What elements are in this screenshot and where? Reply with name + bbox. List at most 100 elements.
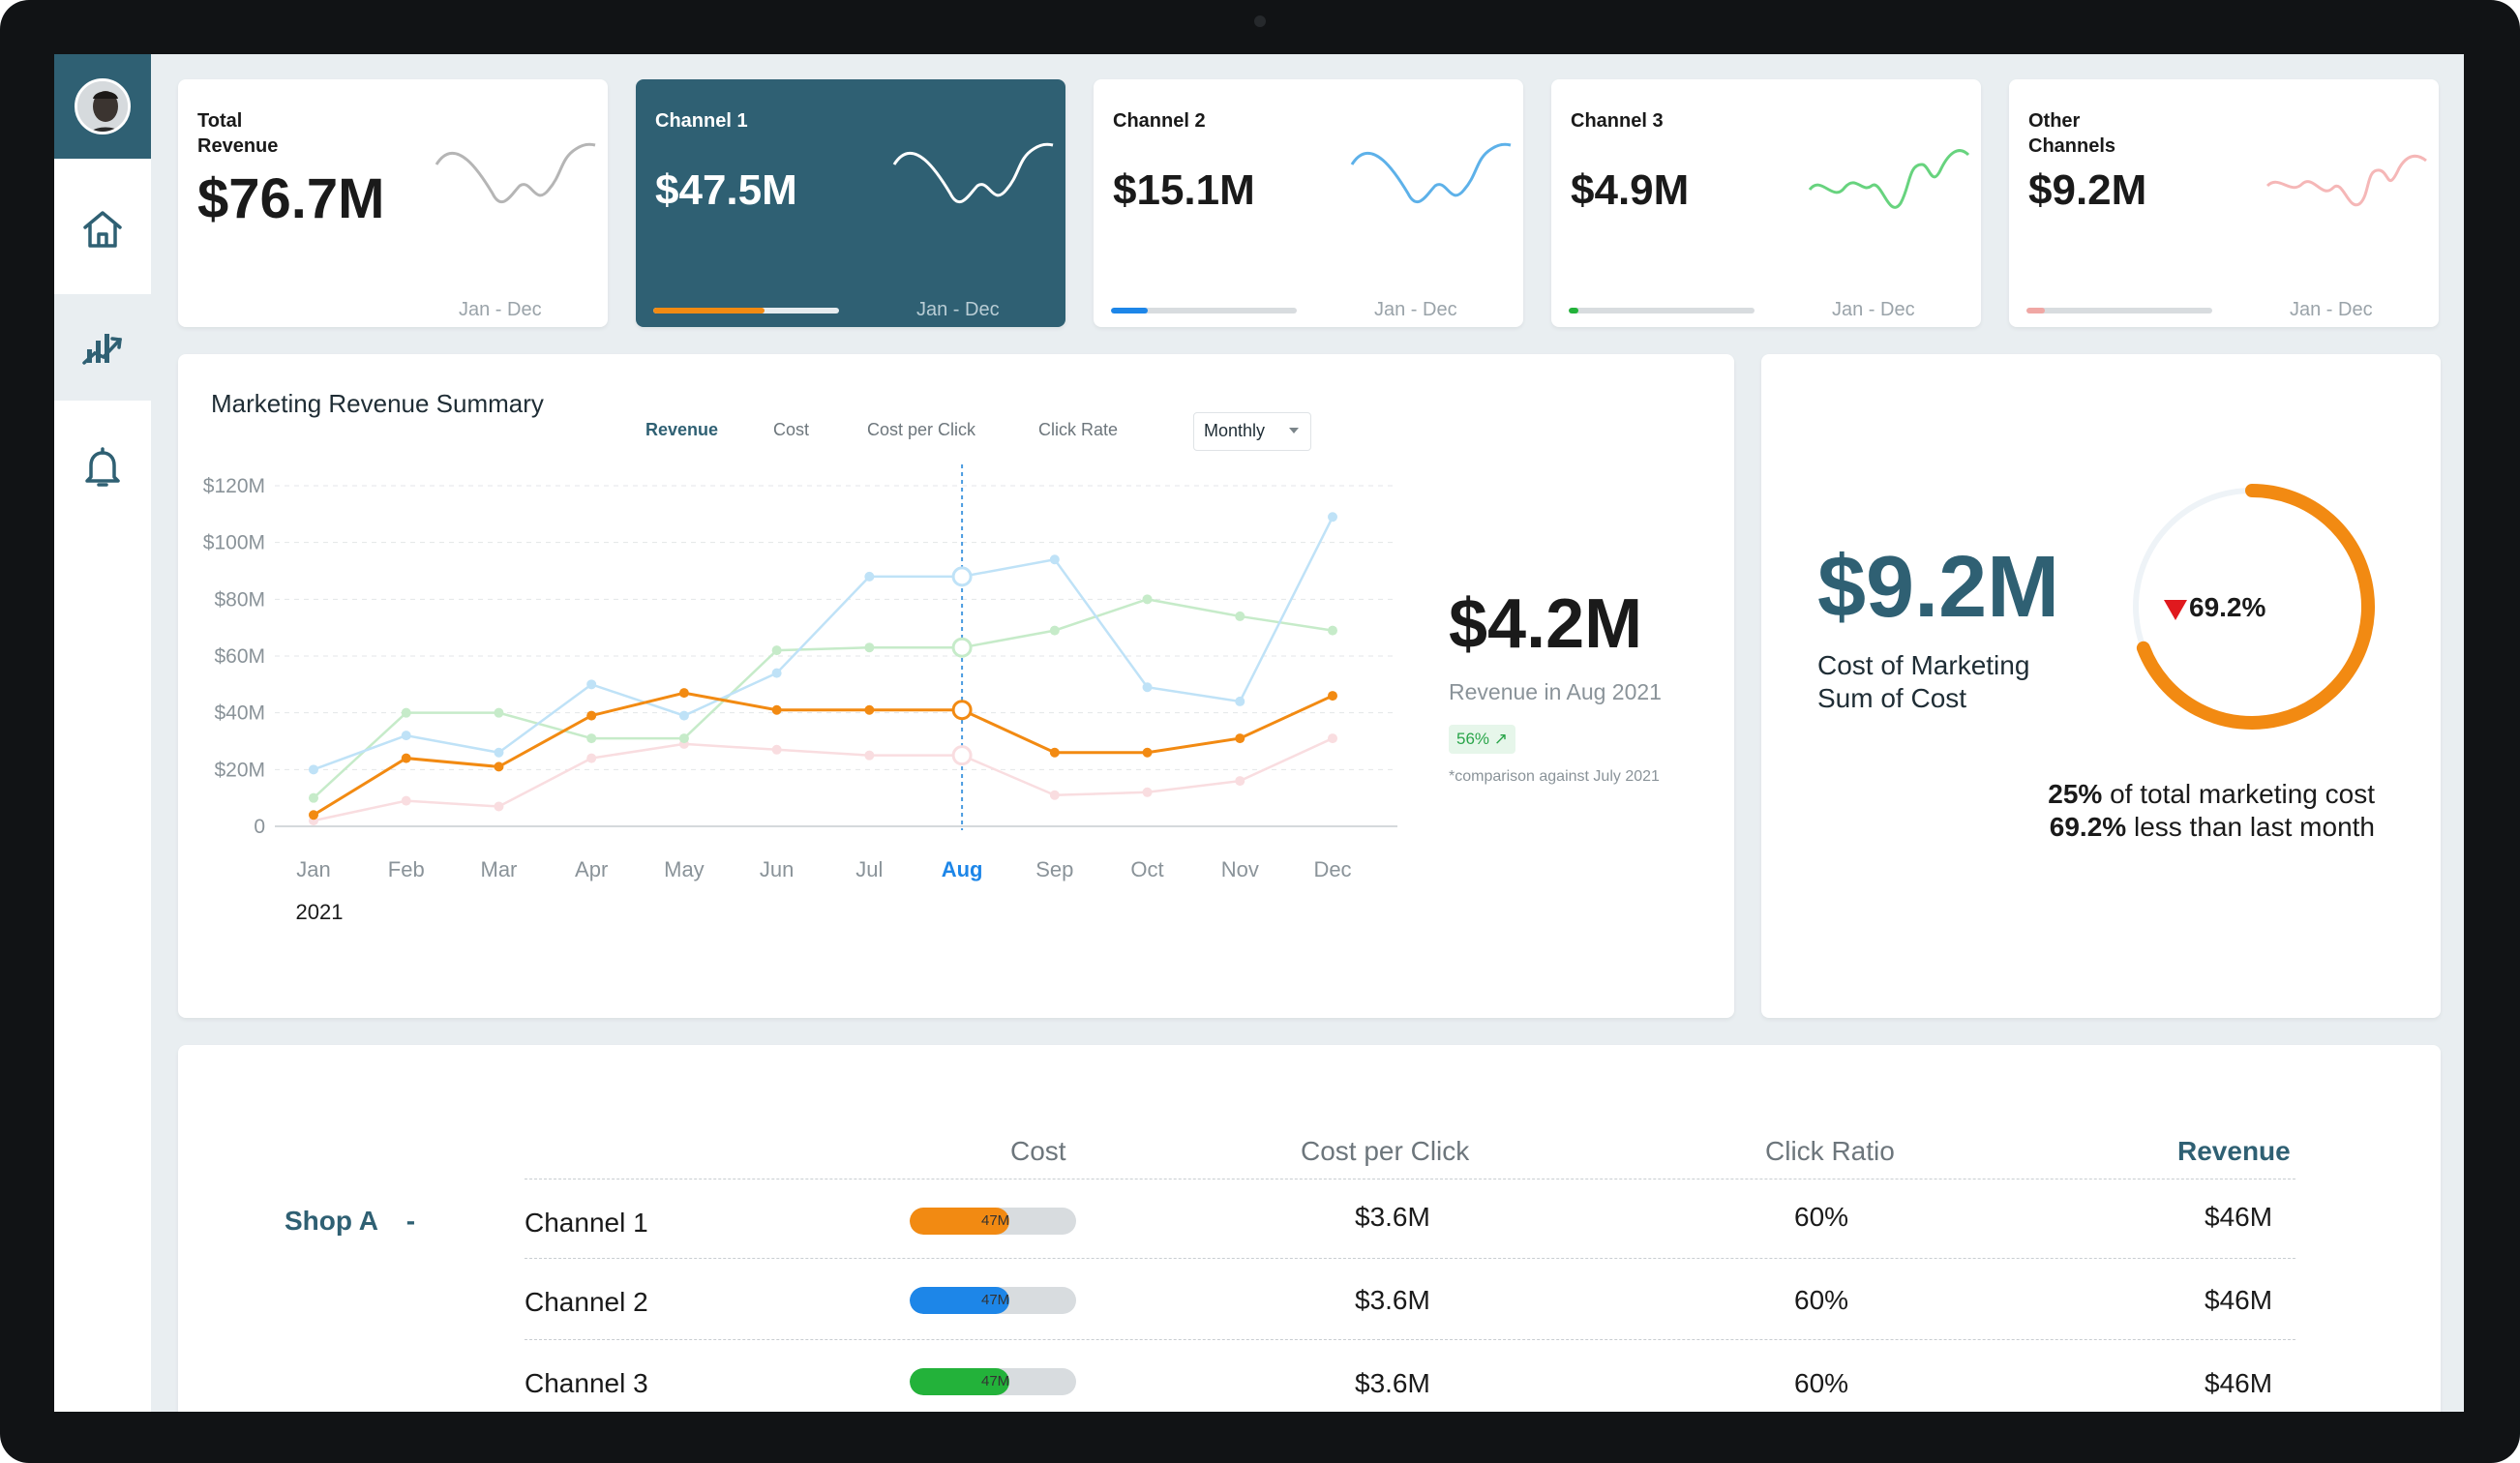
sidebar-item-home[interactable] xyxy=(54,176,151,283)
x-tick-label: Feb xyxy=(388,857,425,881)
summary-bold-1: 25% xyxy=(2048,779,2103,809)
data-point xyxy=(1235,733,1245,744)
data-point xyxy=(401,731,411,741)
kpi-title: Other Channels xyxy=(2028,110,2116,157)
data-point xyxy=(1049,790,1060,800)
period-select[interactable]: Monthly xyxy=(1193,412,1311,451)
data-point xyxy=(494,801,504,812)
tab-cost[interactable]: Cost xyxy=(773,420,810,439)
data-point xyxy=(1235,696,1245,706)
avatar-area[interactable] xyxy=(54,54,151,159)
kpi-title: Total Revenue xyxy=(197,110,279,157)
x-tick-label: Dec xyxy=(1313,857,1351,881)
data-point xyxy=(951,566,973,587)
avatar[interactable] xyxy=(75,78,131,134)
year-label: 2021 xyxy=(296,900,344,924)
cost-per-click-value: $3.6M xyxy=(1355,1202,1430,1232)
donut-arc xyxy=(2136,484,2375,730)
comparison-note: *comparison against July 2021 xyxy=(1449,768,1660,785)
sidebar-item-notifications[interactable] xyxy=(54,414,151,521)
revenue-stat-label: Revenue in Aug 2021 xyxy=(1449,679,1662,704)
analytics-chart-icon xyxy=(82,334,122,365)
kpi-progress-fill xyxy=(2026,308,2046,314)
kpi-card-other-channels[interactable]: Other Channels $9.2M Jan - Dec xyxy=(2009,79,2439,327)
x-tick-label: May xyxy=(664,857,705,881)
revenue-value: $46M xyxy=(2205,1202,2273,1232)
data-point xyxy=(1049,554,1060,565)
y-tick-label: $40M xyxy=(214,702,265,725)
data-point xyxy=(951,637,973,658)
cost-bar-label: 47M xyxy=(981,1373,1010,1389)
kpi-card-channel-1[interactable]: Channel 1 $47.5M Jan - Dec xyxy=(636,79,1065,327)
home-icon xyxy=(83,211,122,248)
kpi-card-channel-2[interactable]: Channel 2 $15.1M Jan - Dec xyxy=(1094,79,1523,327)
data-point xyxy=(401,707,411,718)
revenue-line-chart[interactable]: 0 $20M $40M $60M $80M $100M $120M Jan Feb Mar Apr M… xyxy=(178,461,1397,983)
x-tick-label: Jul xyxy=(855,857,883,881)
change-badge: 56% ↗ xyxy=(1449,725,1515,754)
data-point xyxy=(1049,625,1060,636)
column-header-revenue[interactable]: Revenue xyxy=(2177,1136,2291,1166)
cost-bar-fill: 47M xyxy=(910,1208,1010,1235)
kpi-period: Jan - Dec xyxy=(1832,299,1915,320)
sparkline xyxy=(2265,154,2427,207)
data-point xyxy=(771,645,782,656)
column-header-click-ratio[interactable]: Click Ratio xyxy=(1765,1136,1895,1166)
data-point xyxy=(678,710,689,721)
data-point xyxy=(864,642,875,653)
down-arrow-icon xyxy=(2164,600,2187,620)
data-point xyxy=(1049,747,1060,758)
kpi-card-total-revenue[interactable]: Total Revenue $76.7M Jan - Dec xyxy=(178,79,608,327)
summary-text-1: of total marketing cost xyxy=(2102,779,2375,809)
kpi-progress-fill xyxy=(1111,308,1149,314)
y-tick-label: $20M xyxy=(214,759,265,781)
data-point xyxy=(401,795,411,806)
data-point xyxy=(1142,682,1153,693)
cost-donut-chart xyxy=(2133,484,2375,730)
data-point xyxy=(494,747,504,758)
data-point xyxy=(1328,625,1337,636)
data-point xyxy=(1142,594,1153,605)
tab-revenue[interactable]: Revenue xyxy=(645,420,719,439)
row-divider xyxy=(525,1258,2295,1259)
cost-of-marketing-panel: $9.2M Cost of Marketing Sum of Cost 69.2… xyxy=(1761,354,2441,1018)
cost-per-click-value: $3.6M xyxy=(1355,1285,1430,1315)
x-tick-label: Apr xyxy=(575,857,608,881)
data-point xyxy=(494,761,504,772)
click-ratio-value: 60% xyxy=(1794,1368,1849,1398)
kpi-period: Jan - Dec xyxy=(1374,299,1457,320)
column-header-cost-per-click[interactable]: Cost per Click xyxy=(1301,1136,1470,1166)
data-point xyxy=(309,810,318,821)
x-tick-label: Aug xyxy=(942,857,983,881)
data-point xyxy=(401,753,411,763)
sparkline xyxy=(1350,142,1512,203)
column-header-cost[interactable]: Cost xyxy=(1010,1136,1066,1166)
kpi-value: $9.2M xyxy=(2028,166,2147,214)
kpi-progress-track xyxy=(1569,308,1755,314)
y-tick-label: $60M xyxy=(214,645,265,668)
x-tick-label: Oct xyxy=(1130,857,1163,881)
cost-bar: 47M xyxy=(910,1287,1076,1314)
x-tick-label: Sep xyxy=(1035,857,1073,881)
x-tick-label: Mar xyxy=(481,857,518,881)
summary-line-2: 69.2% less than last month xyxy=(2021,811,2375,844)
cost-label-line1: Cost of Marketing xyxy=(1817,650,2030,680)
cost-label-line2: Sum of Cost xyxy=(1817,683,1967,713)
sidebar-item-analytics[interactable] xyxy=(54,294,151,401)
user-photo-icon xyxy=(77,81,128,132)
tab-click-rate[interactable]: Click Rate xyxy=(1038,420,1119,439)
summary-bold-2: 69.2% xyxy=(2049,812,2127,842)
kpi-title: Channel 2 xyxy=(1113,110,1206,132)
bell-icon xyxy=(85,447,120,487)
series-line xyxy=(313,516,1335,771)
collapse-icon[interactable]: - xyxy=(405,1206,416,1236)
marketing-revenue-panel: Marketing Revenue Summary Revenue Cost C… xyxy=(178,354,1734,1018)
data-point xyxy=(586,710,597,721)
group-toggle-shop-a[interactable]: Shop A - xyxy=(285,1206,415,1237)
tab-cost-per-click[interactable]: Cost per Click xyxy=(867,420,976,439)
channel-name: Channel 1 xyxy=(525,1208,648,1238)
donut-percent: 69.2% xyxy=(2189,592,2266,622)
series-line xyxy=(313,736,1334,822)
series-line xyxy=(313,691,1334,817)
kpi-card-channel-3[interactable]: Channel 3 $4.9M Jan - Dec xyxy=(1551,79,1981,327)
